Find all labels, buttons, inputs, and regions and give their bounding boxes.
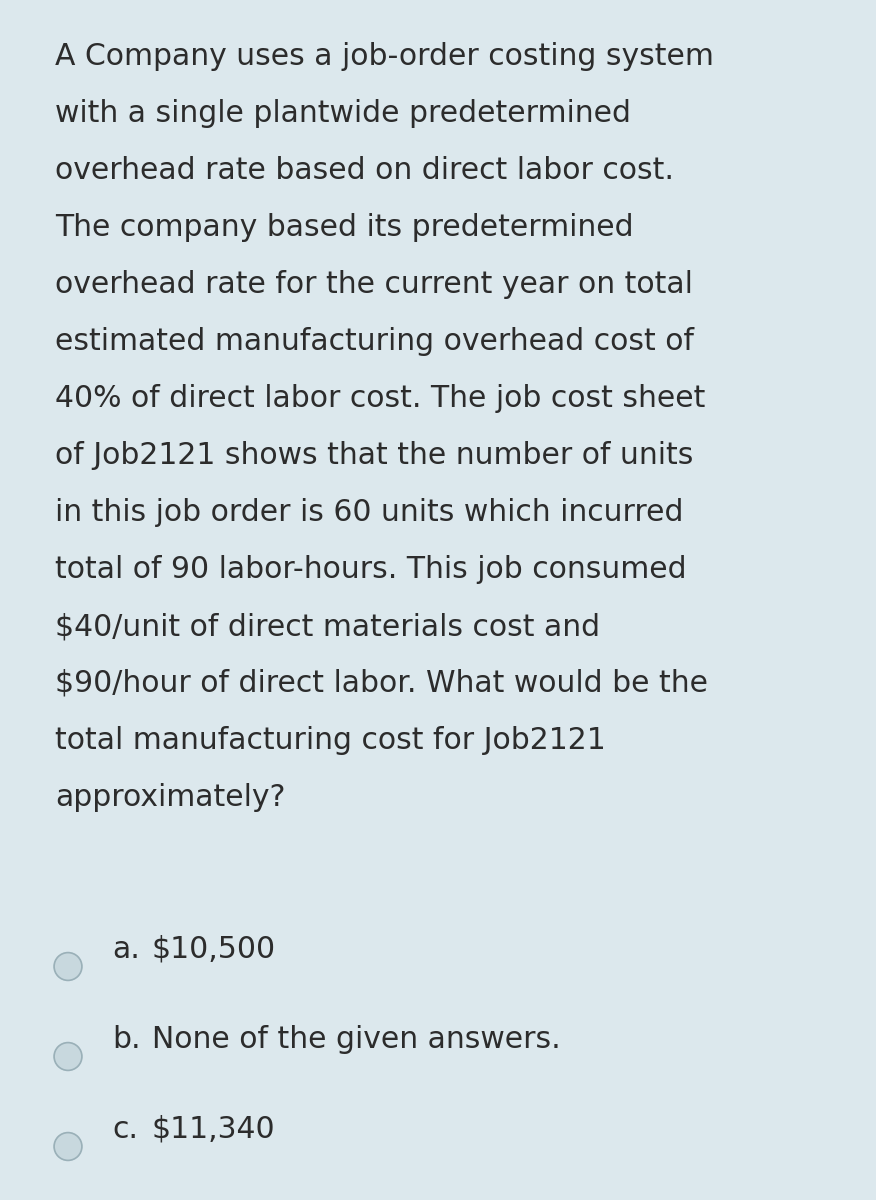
Text: $11,340: $11,340 xyxy=(152,1115,276,1144)
Text: overhead rate based on direct labor cost.: overhead rate based on direct labor cost… xyxy=(55,156,674,185)
Text: overhead rate for the current year on total: overhead rate for the current year on to… xyxy=(55,270,693,299)
Text: estimated manufacturing overhead cost of: estimated manufacturing overhead cost of xyxy=(55,326,694,356)
Text: in this job order is 60 units which incurred: in this job order is 60 units which incu… xyxy=(55,498,683,527)
Text: The company based its predetermined: The company based its predetermined xyxy=(55,214,633,242)
Text: total of 90 labor-hours. This job consumed: total of 90 labor-hours. This job consum… xyxy=(55,554,687,584)
Text: 40% of direct labor cost. The job cost sheet: 40% of direct labor cost. The job cost s… xyxy=(55,384,705,413)
Text: approximately?: approximately? xyxy=(55,782,286,812)
Circle shape xyxy=(54,1043,81,1070)
Circle shape xyxy=(54,1133,81,1160)
Text: A Company uses a job-order costing system: A Company uses a job-order costing syste… xyxy=(55,42,714,71)
Text: $10,500: $10,500 xyxy=(152,935,276,964)
Text: a.: a. xyxy=(112,935,140,964)
Text: None of the given answers.: None of the given answers. xyxy=(152,1025,561,1054)
Text: total manufacturing cost for Job2121: total manufacturing cost for Job2121 xyxy=(55,726,605,755)
Text: c.: c. xyxy=(112,1115,138,1144)
Text: $90/hour of direct labor. What would be the: $90/hour of direct labor. What would be … xyxy=(55,670,708,698)
Text: $40/unit of direct materials cost and: $40/unit of direct materials cost and xyxy=(55,612,600,641)
Circle shape xyxy=(54,953,81,980)
Text: b.: b. xyxy=(112,1025,141,1054)
Text: of Job2121 shows that the number of units: of Job2121 shows that the number of unit… xyxy=(55,440,694,470)
Text: with a single plantwide predetermined: with a single plantwide predetermined xyxy=(55,98,631,128)
